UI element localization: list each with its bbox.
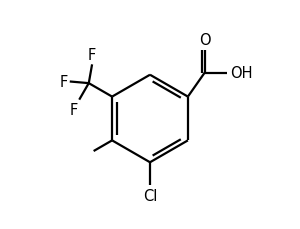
Text: F: F	[59, 75, 68, 90]
Text: F: F	[88, 47, 96, 62]
Text: F: F	[69, 102, 77, 117]
Text: Cl: Cl	[143, 188, 157, 203]
Text: O: O	[199, 33, 211, 48]
Text: OH: OH	[230, 66, 252, 81]
